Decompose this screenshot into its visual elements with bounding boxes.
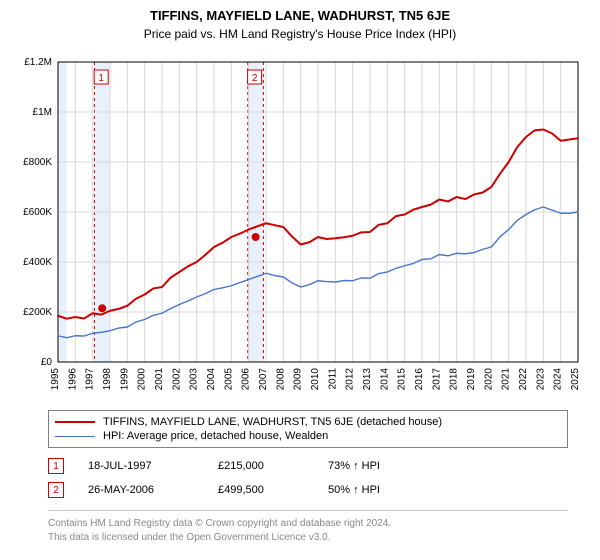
svg-text:1998: 1998 [102,368,113,391]
svg-text:£1M: £1M [33,107,52,118]
svg-text:2021: 2021 [501,368,512,391]
svg-text:2002: 2002 [171,368,182,391]
svg-text:2015: 2015 [397,368,408,391]
footer-line-2: This data is licensed under the Open Gov… [48,531,568,545]
footer-line-1: Contains HM Land Registry data © Crown c… [48,517,568,531]
svg-text:2014: 2014 [379,368,390,391]
svg-text:£1.2M: £1.2M [24,57,52,68]
svg-text:2012: 2012 [345,368,356,391]
sales-table: 1 18-JUL-1997£215,00073% ↑ HPI 2 26-MAY-200… [48,454,568,502]
sale-marker: 1 [48,458,64,474]
svg-text:2001: 2001 [154,368,165,391]
legend-item: TIFFINS, MAYFIELD LANE, WADHURST, TN5 6J… [55,415,561,429]
svg-text:2022: 2022 [518,368,529,391]
svg-text:2019: 2019 [466,368,477,391]
svg-text:2000: 2000 [137,368,148,391]
svg-text:1: 1 [98,73,104,84]
svg-text:2005: 2005 [223,368,234,391]
svg-text:£600K: £600K [23,207,52,218]
svg-text:1995: 1995 [50,368,61,391]
svg-text:2023: 2023 [535,368,546,391]
svg-text:£400K: £400K [23,257,52,268]
legend-swatch [55,436,95,437]
svg-text:2016: 2016 [414,368,425,391]
svg-text:2020: 2020 [483,368,494,391]
svg-text:2024: 2024 [553,368,564,391]
sale-marker: 2 [48,482,64,498]
svg-text:1999: 1999 [119,368,130,391]
svg-text:2017: 2017 [431,368,442,391]
svg-text:2009: 2009 [293,368,304,391]
sale-date: 18-JUL-1997 [88,460,218,472]
svg-text:2025: 2025 [570,368,581,391]
sale-pct: 73% ↑ HPI [328,460,428,472]
svg-text:£0: £0 [41,357,53,368]
sale-pct: 50% ↑ HPI [328,484,428,496]
svg-text:2006: 2006 [241,368,252,391]
svg-text:2010: 2010 [310,368,321,391]
svg-text:2011: 2011 [327,368,338,390]
price-chart: £0 £200K £400K £600K £800K £1M £1.2M 1995 1996 19… [10,50,590,400]
chart-subtitle: Price paid vs. HM Land Registry's House … [0,23,600,41]
svg-text:2007: 2007 [258,368,269,391]
legend-label: TIFFINS, MAYFIELD LANE, WADHURST, TN5 6J… [103,416,442,428]
sale-price: £499,500 [218,484,328,496]
legend-label: HPI: Average price, detached house, Weal… [103,430,328,442]
sale-price: £215,000 [218,460,328,472]
chart-legend: TIFFINS, MAYFIELD LANE, WADHURST, TN5 6J… [48,410,568,448]
svg-text:£200K: £200K [23,307,52,318]
svg-text:2004: 2004 [206,368,217,391]
svg-text:1997: 1997 [85,368,96,391]
sale-row: 1 18-JUL-1997£215,00073% ↑ HPI [48,454,568,478]
chart-title: TIFFINS, MAYFIELD LANE, WADHURST, TN5 6J… [0,0,600,23]
svg-text:1996: 1996 [67,368,78,391]
svg-text:2003: 2003 [189,368,200,391]
svg-text:2008: 2008 [275,368,286,391]
sale-row: 2 26-MAY-2006£499,50050% ↑ HPI [48,478,568,502]
svg-text:2: 2 [252,73,258,84]
legend-item: HPI: Average price, detached house, Weal… [55,429,561,443]
svg-text:2013: 2013 [362,368,373,391]
svg-text:£800K: £800K [23,157,52,168]
chart-footer: Contains HM Land Registry data © Crown c… [48,510,568,544]
sale-date: 26-MAY-2006 [88,484,218,496]
legend-swatch [55,421,95,423]
svg-text:2018: 2018 [449,368,460,391]
